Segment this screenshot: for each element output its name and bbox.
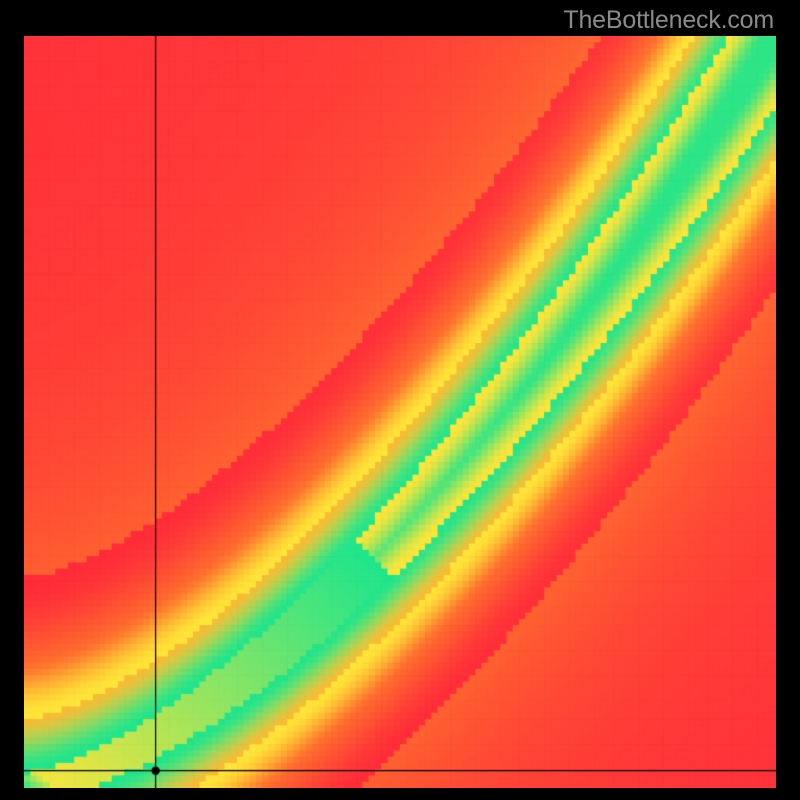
watermark-text: TheBottleneck.com <box>563 6 774 35</box>
bottleneck-heatmap <box>24 36 776 788</box>
chart-container: TheBottleneck.com <box>0 0 800 800</box>
